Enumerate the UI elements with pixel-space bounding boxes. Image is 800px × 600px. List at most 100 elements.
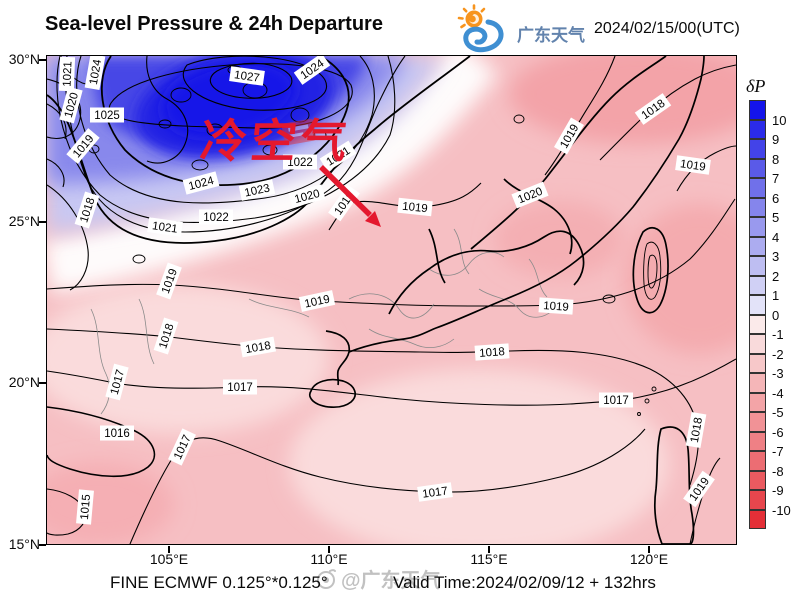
colorbar-segment: [749, 412, 766, 432]
lon-tick: [328, 546, 330, 553]
lon-tick: [488, 546, 490, 553]
lat-label: 20°N: [8, 374, 40, 390]
svg-text:1021: 1021: [151, 220, 178, 235]
colorbar-segment: [749, 470, 766, 490]
weibo-watermark-text: @广东天气: [341, 570, 441, 592]
contour-label: 1023: [238, 179, 276, 201]
guangdong-weather-logo-icon: [457, 4, 504, 53]
colorbar-tick-label: -8: [772, 463, 784, 479]
lat-tick: [39, 59, 46, 61]
model-info: FINE ECMWF 0.125°*0.125°: [110, 573, 328, 592]
contour-label: 1018: [474, 343, 510, 361]
contour-label: 1027: [229, 66, 265, 86]
colorbar-tick-label: -7: [772, 444, 784, 459]
svg-text:1019: 1019: [679, 158, 706, 173]
colorbar-tick-label: 10: [772, 112, 787, 128]
lon-label: 110°E: [310, 551, 348, 567]
contour-label: 1025: [90, 107, 124, 123]
sun-icon: [457, 4, 486, 29]
svg-text:1025: 1025: [94, 110, 120, 122]
valid-time: Valid Time:2024/02/09/12 + 132hrs: [393, 573, 656, 592]
contour-label: 1017: [417, 482, 453, 502]
contour-label: 1019: [298, 290, 336, 312]
svg-text:1019: 1019: [543, 300, 569, 314]
colorbar-tick-label: 9: [772, 132, 780, 147]
colorbar-tick-label: -9: [772, 483, 784, 498]
contour-label: 1019: [397, 197, 433, 217]
colorbar-tick-label: 0: [772, 307, 780, 323]
colorbar-tick-label: -4: [772, 385, 784, 401]
colorbar-segment: [749, 314, 766, 334]
colorbar-tick-label: -6: [772, 424, 784, 440]
svg-text:1019: 1019: [303, 293, 331, 310]
lon-tick: [648, 546, 650, 553]
colorbar-segment: [749, 139, 766, 159]
colorbar-segment: [749, 119, 766, 139]
contour-label: 1024: [182, 171, 220, 195]
colorbar-segment: [749, 295, 766, 315]
contour-label: 1022: [283, 154, 317, 170]
colorbar-segment: [749, 509, 766, 529]
colorbar-segment: [749, 392, 766, 412]
colorbar-tick-label: 4: [772, 229, 780, 245]
svg-text:1022: 1022: [203, 212, 229, 224]
colorbar-segment: [749, 236, 766, 256]
weibo-eye-icon: [317, 568, 336, 589]
colorbar-segment: [749, 373, 766, 393]
contour-label: 1016: [100, 425, 134, 441]
contour-label: 1018: [685, 411, 707, 449]
svg-text:1019: 1019: [402, 201, 429, 216]
svg-text:1024: 1024: [88, 58, 104, 86]
colorbar-tick-label: 8: [772, 151, 780, 167]
contour-label: 1019: [675, 155, 711, 175]
lat-tick: [39, 544, 46, 546]
lat-label: 15°N: [8, 536, 40, 552]
colorbar-segment: [749, 431, 766, 451]
contour-label: 1020: [288, 184, 326, 208]
colorbar-tick-label: -5: [772, 405, 784, 420]
svg-text:1018: 1018: [245, 340, 272, 356]
colorbar-segment: [749, 158, 766, 178]
svg-text:1023: 1023: [243, 182, 271, 199]
svg-text:1018: 1018: [479, 346, 505, 360]
svg-text:1016: 1016: [104, 428, 130, 440]
colorbar-tick-label: -3: [772, 366, 784, 381]
lon-label: 105°E: [149, 551, 189, 567]
colorbar-segment: [749, 178, 766, 198]
colorbar-tick-label: 6: [772, 190, 780, 206]
colorbar-tick-label: 3: [772, 249, 780, 264]
colorbar-segment: [749, 490, 766, 510]
coastline: [308, 56, 705, 544]
contour-label: 1020: [59, 86, 83, 124]
red-stamp-watermark: [281, 118, 317, 146]
weibo-watermark: @广东天气: [314, 564, 441, 593]
lat-label: 25°N: [8, 213, 40, 229]
svg-text:1021: 1021: [62, 61, 75, 87]
svg-text:1015: 1015: [79, 494, 93, 521]
cold-air-arrow: [319, 165, 381, 227]
contour-label: 1022: [199, 209, 233, 225]
colorbar-tick-label: 1: [772, 288, 780, 303]
lon-tick: [168, 546, 170, 553]
contour-label: 1021: [147, 217, 183, 237]
admin-boundaries: [90, 228, 555, 415]
issue-datetime: 2024/02/15/00(UTC): [594, 20, 740, 37]
svg-text:1017: 1017: [422, 485, 449, 500]
colorbar-segment: [749, 451, 766, 471]
lat-tick: [39, 221, 46, 223]
swirl-icon: [463, 19, 504, 53]
lat-tick: [39, 382, 46, 384]
lon-label: 120°E: [629, 551, 669, 567]
colorbar-tick-label: 2: [772, 268, 780, 284]
colorbar-tick-label: -2: [772, 346, 784, 362]
contour-label: 1017: [105, 363, 129, 401]
contour-label: 1017: [599, 392, 633, 408]
colorbar-segment: [749, 217, 766, 237]
pressure-departure-shading: [47, 56, 736, 544]
svg-text:1022: 1022: [287, 157, 313, 169]
cold-air-label: 冷空气: [198, 115, 353, 167]
contour-label: 1019: [538, 297, 574, 315]
contour-label: 1015: [76, 489, 94, 525]
page-title: Sea-level Pressure & 24h Departure: [45, 13, 383, 35]
